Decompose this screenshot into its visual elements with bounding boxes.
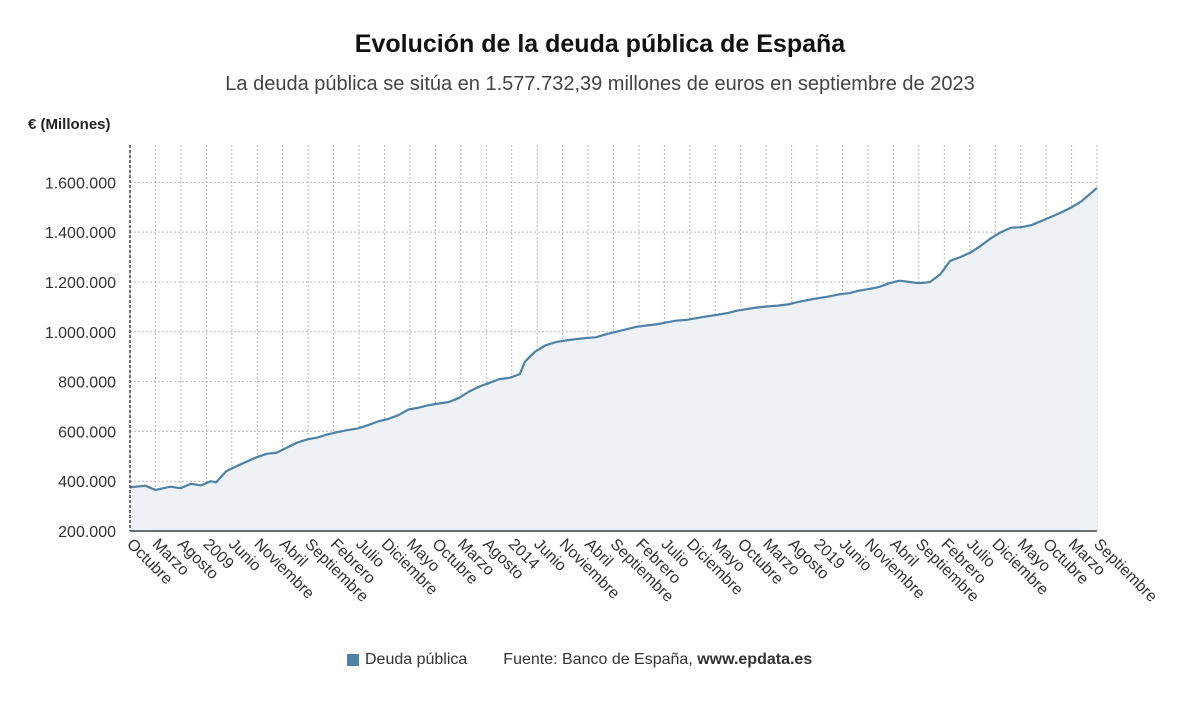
y-tick-label: 1.400.000 [45,225,116,242]
series-deuda-publica [129,187,1098,531]
chart-title: Evolución de la deuda pública de España [354,30,846,58]
y-tick-label: 400.000 [58,474,116,491]
legend: Deuda pública Fuente: Banco de España, w… [347,651,812,669]
x-axis-ticks: OctubreMarzoAgosto2009JunioNoviembreAbri… [123,536,1160,606]
y-tick-label: 1.000.000 [45,325,116,342]
source-prefix: Fuente: Banco de España, [503,651,698,668]
y-tick-label: 1.200.000 [45,275,116,292]
axes [129,145,1097,532]
y-axis-ticks: 200.000 400.000 600.000 800.000 1.000.000 1.2… [45,175,116,541]
series-line [129,187,1098,491]
y-tick-label: 1.600.000 [45,175,116,192]
y-tick-label: 200.000 [58,524,116,541]
legend-swatch [347,654,359,666]
source-site: www.epdata.es [697,651,813,668]
source-text: Fuente: Banco de España, www.epdata.es [503,651,812,669]
y-axis-label: € (Millones) [28,116,111,133]
y-tick-label: 800.000 [58,375,116,392]
chart-subtitle: La deuda pública se sitúa en 1.577.732,3… [225,73,975,95]
series-area [130,187,1097,531]
legend-label: Deuda pública [365,651,468,668]
y-tick-label: 600.000 [58,424,116,441]
